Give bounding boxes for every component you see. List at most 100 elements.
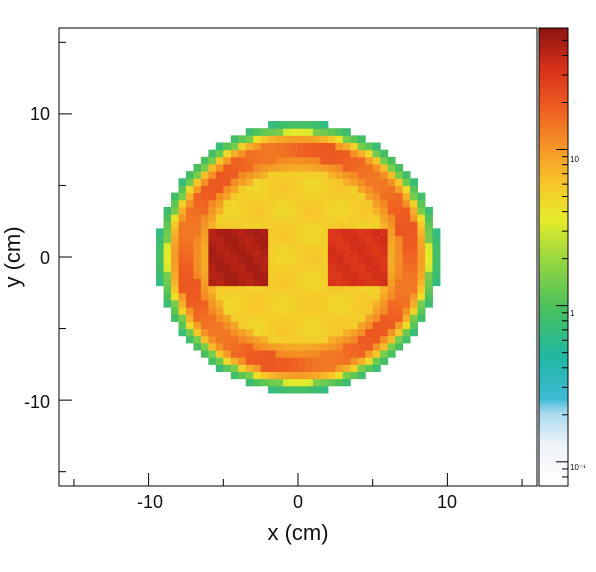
heatmap-cell xyxy=(283,335,292,344)
heatmap-cell xyxy=(342,264,351,272)
heatmap-cell xyxy=(245,228,254,237)
heatmap-cell xyxy=(365,364,374,372)
heatmap-cell xyxy=(283,135,292,143)
heatmap-cell xyxy=(200,228,209,237)
heatmap-cell xyxy=(417,199,426,208)
heatmap-cell xyxy=(320,350,329,358)
heatmap-cell xyxy=(171,278,179,287)
heatmap-cell xyxy=(432,264,441,272)
heatmap-cell xyxy=(253,328,262,337)
heatmap-cell xyxy=(365,242,374,251)
heatmap-cell xyxy=(275,342,284,351)
heatmap-cell xyxy=(163,271,172,279)
heatmap-cell xyxy=(215,214,224,222)
heatmap-cell xyxy=(335,321,344,330)
heatmap-cell xyxy=(223,328,232,337)
heatmap-cell xyxy=(357,350,366,358)
heatmap-cell xyxy=(372,328,381,337)
heatmap-cell xyxy=(260,299,269,308)
heatmap-cell xyxy=(223,185,232,194)
heatmap-cell xyxy=(290,149,299,158)
heatmap-cell xyxy=(215,235,224,244)
heatmap-cell xyxy=(200,299,209,308)
heatmap-cell xyxy=(357,357,366,365)
heatmap-cell xyxy=(365,342,374,351)
heatmap-cell xyxy=(424,249,433,258)
heatmap-cell xyxy=(410,257,418,265)
heatmap-cell xyxy=(410,264,418,272)
heatmap-cell xyxy=(395,271,404,279)
heatmap-cell xyxy=(387,206,396,215)
heatmap-cell xyxy=(410,228,418,237)
heatmap-cell xyxy=(245,185,254,194)
heatmap-cell xyxy=(185,214,194,222)
heatmap-cell xyxy=(350,278,359,287)
heatmap-cell xyxy=(372,357,381,365)
heatmap-cell xyxy=(245,299,254,308)
heatmap-cell xyxy=(305,257,314,265)
heatmap-cell xyxy=(320,328,329,337)
heatmap-cell xyxy=(327,321,336,330)
heatmap-cell xyxy=(335,206,344,215)
heatmap-cell xyxy=(193,249,202,258)
heatmap-cell xyxy=(365,235,374,244)
heatmap-cell xyxy=(365,192,374,201)
heatmap-cell xyxy=(268,178,277,186)
heatmap-cell xyxy=(372,350,381,358)
heatmap-cell xyxy=(320,206,329,215)
heatmap-cell xyxy=(275,371,284,380)
heatmap-cell xyxy=(208,156,217,165)
heatmap-cell xyxy=(238,335,247,344)
heatmap-cell xyxy=(260,235,269,244)
heatmap-cell xyxy=(387,185,396,194)
heatmap-cell xyxy=(275,350,284,358)
heatmap-cell xyxy=(215,292,224,301)
heatmap-cell xyxy=(290,214,299,222)
heatmap-cell xyxy=(290,142,299,151)
heatmap-cell xyxy=(320,242,329,251)
heatmap-cell xyxy=(208,264,217,272)
heatmap-cell xyxy=(395,292,404,301)
heatmap-cell xyxy=(312,364,321,372)
heatmap-cell xyxy=(230,314,239,322)
heatmap-cell xyxy=(305,235,314,244)
heatmap-cell xyxy=(312,128,321,136)
heatmap-cell xyxy=(283,378,292,387)
colorbar-tick-label: 10⁻¹ xyxy=(570,463,586,472)
heatmap-cell xyxy=(185,278,194,287)
heatmap-cell xyxy=(320,199,329,208)
heatmap-cells xyxy=(156,121,441,394)
heatmap-cell xyxy=(163,206,172,215)
heatmap-cell xyxy=(156,264,165,272)
heatmap-cell xyxy=(171,214,179,222)
heatmap-cell xyxy=(253,221,262,229)
heatmap-cell xyxy=(208,235,217,244)
heatmap-cell xyxy=(350,142,359,151)
heatmap-cell xyxy=(372,171,381,179)
heatmap-cell xyxy=(380,299,389,308)
heatmap-cell xyxy=(283,235,292,244)
heatmap-cell xyxy=(350,364,359,372)
heatmap-cell xyxy=(305,350,314,358)
heatmap-cell xyxy=(260,285,269,294)
heatmap-cell xyxy=(283,292,292,301)
heatmap-cell xyxy=(230,149,239,158)
heatmap-cell xyxy=(312,149,321,158)
heatmap-cell xyxy=(417,299,426,308)
heatmap-cell xyxy=(410,206,418,215)
heatmap-cell xyxy=(372,185,381,194)
heatmap-cell xyxy=(305,264,314,272)
heatmap-cell xyxy=(395,285,404,294)
heatmap-cell xyxy=(380,163,389,172)
heatmap-cell xyxy=(268,278,277,287)
heatmap-cell xyxy=(223,299,232,308)
heatmap-cell xyxy=(275,128,284,136)
heatmap-cell xyxy=(350,214,359,222)
heatmap-cell xyxy=(417,249,426,258)
heatmap-cell xyxy=(312,292,321,301)
heatmap-cell xyxy=(223,206,232,215)
heatmap-cell xyxy=(283,128,292,136)
heatmap-cell xyxy=(380,271,389,279)
heatmap-cell xyxy=(365,335,374,344)
heatmap-cell xyxy=(230,257,239,265)
